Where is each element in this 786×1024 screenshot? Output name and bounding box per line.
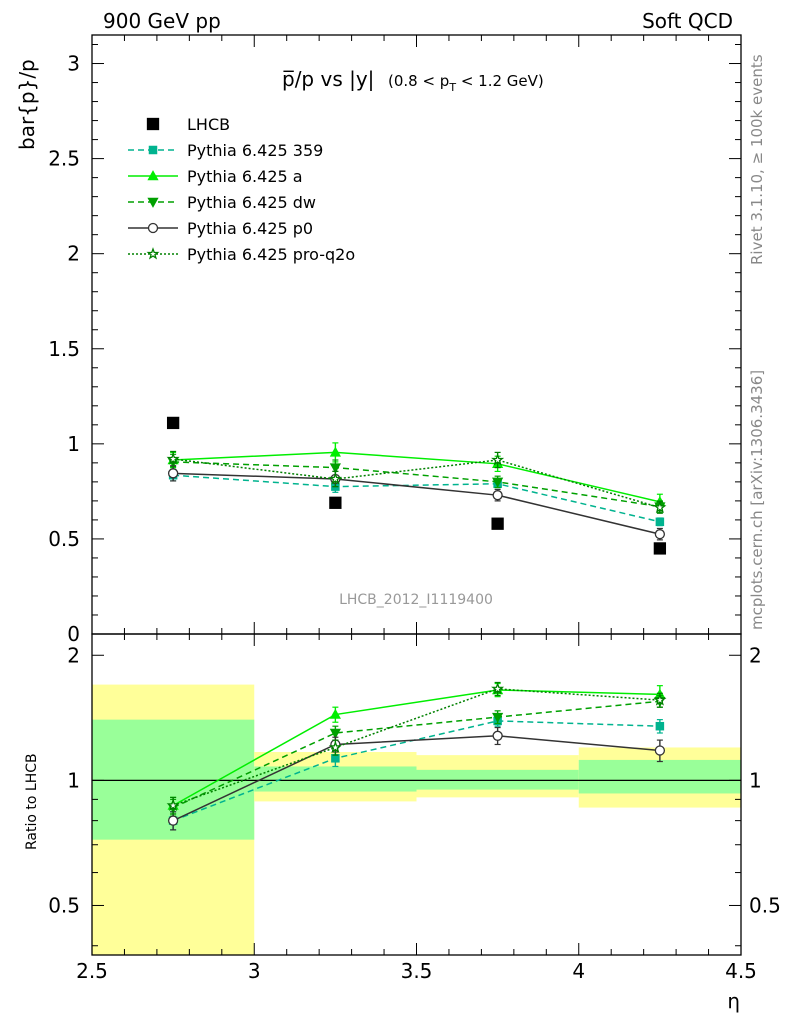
x-tick-label: 3.5 (401, 959, 433, 983)
title-cut-pre: (0.8 < p (388, 72, 449, 90)
ratio-point-pq2o (491, 682, 505, 695)
main-y-tick-label: 1.5 (48, 337, 80, 361)
mcplots-label: mcplots.cern.ch [arXiv:1306.3436] (748, 370, 766, 630)
ratio-point-pp0 (492, 730, 503, 741)
main-line-pp0 (173, 472, 661, 535)
ratio-y-tick-label: 1 (67, 768, 80, 792)
main-y-tick-label: 0 (67, 622, 80, 646)
x-tick-label: 3 (248, 959, 261, 983)
legend-label-pdw: Pythia 6.425 dw (187, 193, 316, 212)
ratio-point-pq2o (328, 740, 342, 754)
chart-title-main: p̅/p vs |y| (282, 67, 374, 91)
ratio-line-pp0 (172, 735, 660, 822)
main-y-tick-label: 2.5 (48, 147, 80, 171)
ratio-point-p359 (655, 721, 665, 731)
ratio-y-tick-label-right: 2 (749, 643, 762, 667)
data-point-lhcb (491, 517, 504, 530)
x-axis-label: η (727, 989, 740, 1013)
ratio-y-tick-label: 0.5 (48, 893, 80, 917)
x-tick-label: 2.5 (76, 959, 108, 983)
ratio-line-pdw (172, 700, 660, 809)
ratio-line-pa (172, 689, 660, 807)
ratio-band-inner (254, 766, 417, 792)
main-point-p359 (655, 517, 665, 527)
ratio-point-pp0 (167, 815, 179, 826)
rivet-label: Rivet 3.1.10, ≥ 100k events (748, 54, 766, 265)
ratio-band-inner (416, 769, 579, 790)
main-point-pp0 (654, 529, 666, 540)
main-point-pp0 (167, 468, 179, 479)
main-point-pq2o (491, 453, 505, 466)
chart-title: p̅/p vs |y| (0.8 < pT < 1.2 GeV) (282, 67, 544, 94)
legend-label-lhcb: LHCB (187, 115, 230, 134)
main-point-pdw (329, 463, 341, 474)
main-point-pp0 (492, 490, 503, 501)
analysis-watermark: LHCB_2012_I1119400 (339, 592, 493, 608)
legend-marker-pa (147, 170, 159, 181)
main-point-pdw (492, 477, 504, 488)
header-right: Soft QCD (642, 9, 733, 33)
ratio-point-pdw (329, 728, 341, 739)
main-point-pq2o (653, 500, 667, 514)
legend-marker-lhcb (146, 117, 160, 131)
ratio-point-pdw (492, 712, 504, 723)
ratio-point-pq2o (653, 693, 667, 706)
data-point-lhcb (653, 542, 667, 555)
x-tick-label: 4.5 (725, 959, 757, 983)
main-y-tick-label: 0.5 (48, 527, 80, 551)
main-line-pq2o (173, 458, 661, 509)
ratio-point-pq2o (166, 798, 180, 812)
main-point-pq2o (166, 452, 180, 465)
main-line-pdw (173, 461, 660, 508)
main-y-tick-label: 3 (67, 52, 80, 76)
title-cut-sub: T (448, 81, 456, 94)
main-y-tick-label: 2 (67, 242, 80, 266)
main-point-pa (329, 446, 341, 457)
data-point-lhcb (166, 416, 180, 430)
main-y-tick-label: 1 (67, 432, 80, 456)
legend-marker-p359 (148, 145, 158, 155)
ratio-y-tick-label: 2 (67, 643, 80, 667)
main-line-p359 (173, 474, 661, 523)
ratio-band-inner (578, 759, 741, 794)
ratio-y-axis-label: Ratio to LHCB (24, 753, 40, 850)
legend-marker-pp0 (147, 222, 159, 234)
ratio-y-tick-label-right: 1 (749, 768, 762, 792)
ratio-y-tick-label-right: 0.5 (749, 893, 781, 917)
y-axis-label: bar{p}/p (15, 59, 39, 150)
x-tick-label: 4 (572, 959, 585, 983)
main-line-pa (173, 451, 661, 503)
ratio-point-pa (329, 708, 341, 719)
title-cut-post: < 1.2 GeV) (456, 72, 544, 90)
header-left: 900 GeV pp (103, 9, 221, 33)
legend-marker-pq2o (146, 247, 160, 260)
data-point-lhcb (329, 496, 342, 509)
ratio-line-p359 (172, 720, 660, 822)
legend-label-pq2o: Pythia 6.425 pro-q2o (187, 245, 355, 264)
ratio-point-p359 (331, 754, 340, 763)
legend-label-pa: Pythia 6.425 a (187, 167, 303, 186)
legend-marker-pdw (147, 197, 159, 208)
main-point-pq2o (328, 472, 342, 485)
legend-label-pp0: Pythia 6.425 p0 (187, 219, 313, 238)
legend-label-p359: Pythia 6.425 359 (187, 141, 323, 160)
ratio-point-pp0 (654, 745, 666, 756)
chart-title-cut: (0.8 < pT < 1.2 GeV) (388, 72, 544, 94)
